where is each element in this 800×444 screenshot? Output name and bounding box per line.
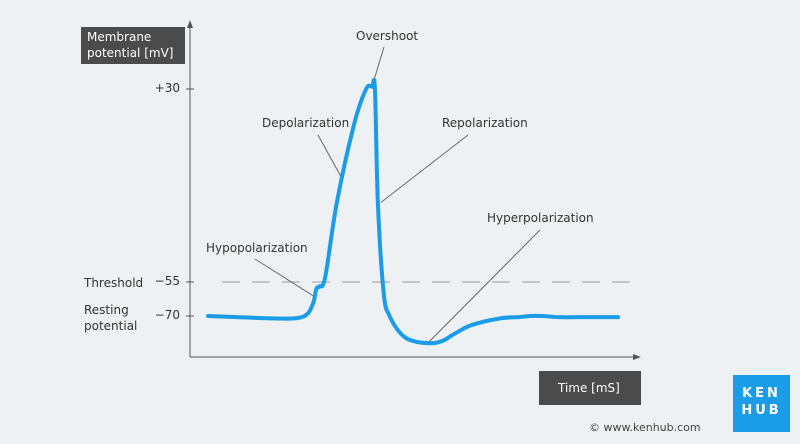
y-axis-label-line2: potential [mV] bbox=[87, 46, 174, 60]
annotation-leader-line bbox=[380, 134, 469, 203]
annotation-label: Hyperpolarization bbox=[487, 211, 594, 225]
y-axis-label-line1: Membrane bbox=[87, 30, 152, 44]
resting-potential-label: Resting potential bbox=[84, 302, 137, 334]
annotation-leader-line bbox=[427, 229, 541, 344]
action-potential-line bbox=[206, 77, 620, 346]
annotation-label: Hypopolarization bbox=[206, 241, 308, 255]
annotation-leader-line bbox=[254, 258, 317, 299]
annotation-label: Repolarization bbox=[442, 116, 528, 130]
resting-label-line1: Resting bbox=[84, 303, 129, 317]
x-axis-label: Time [mS] bbox=[539, 371, 641, 405]
threshold-label: Threshold bbox=[84, 276, 144, 290]
y-tick-label: −70 bbox=[154, 308, 180, 322]
y-tick-label: +30 bbox=[154, 81, 180, 95]
y-axis-label: Membrane potential [mV] bbox=[81, 27, 185, 64]
y-axis-arrow bbox=[187, 20, 193, 28]
resting-label-line2: potential bbox=[84, 319, 138, 333]
kenhub-logo: KEN HUB bbox=[733, 375, 790, 432]
logo-line1: KEN bbox=[742, 386, 781, 401]
annotation-label: Overshoot bbox=[356, 29, 419, 43]
annotation-leader-line bbox=[317, 134, 344, 181]
logo-line2: HUB bbox=[741, 403, 782, 418]
y-tick-label: −55 bbox=[154, 273, 180, 288]
x-axis-arrow bbox=[633, 354, 641, 360]
copyright-text: © www.kenhub.com bbox=[589, 421, 701, 434]
annotation-label: Depolarization bbox=[262, 116, 350, 130]
